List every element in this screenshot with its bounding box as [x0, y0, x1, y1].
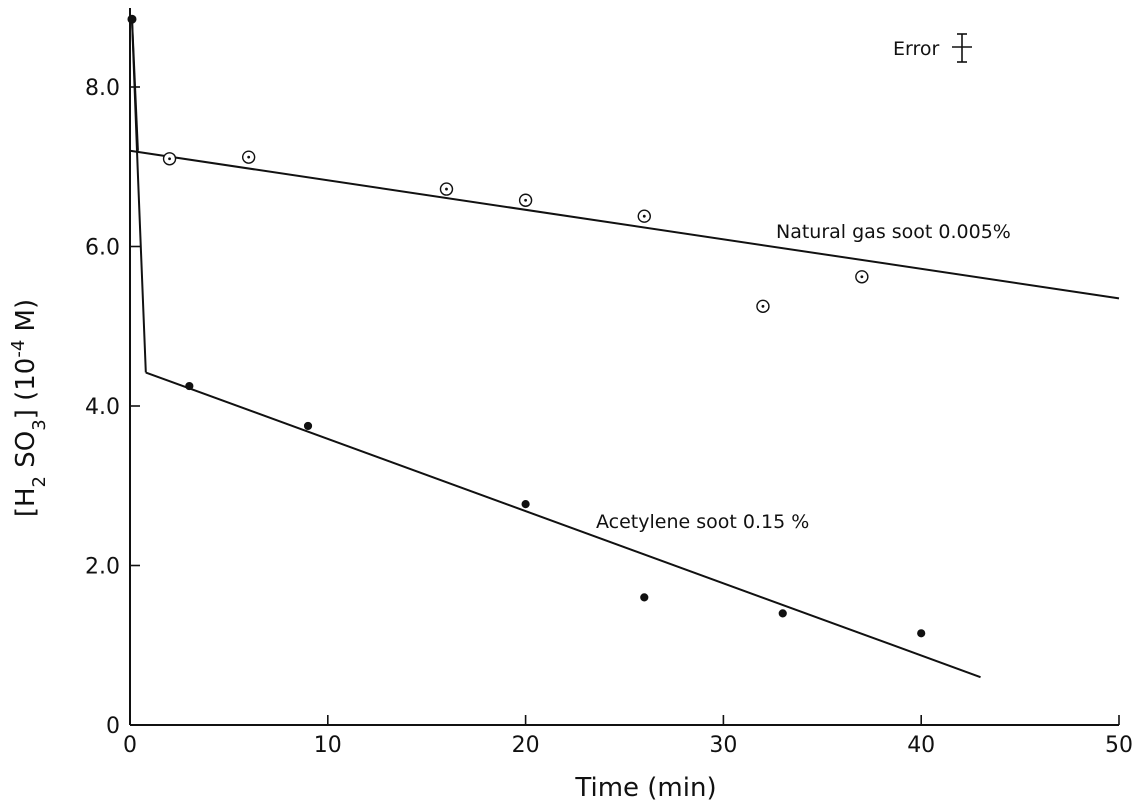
error-annotation: Error: [893, 33, 972, 63]
svg-text:[H2 SO3] (10-4 M): [H2 SO3] (10-4 M): [8, 299, 50, 517]
initial-drop-acetylene: [130, 19, 147, 373]
point-acetylene-1: [303, 421, 313, 431]
point-acetylene-2: [521, 499, 530, 509]
x-ticks: 0 10 20 30 40 50: [123, 715, 1133, 758]
y-title-sub: 3: [29, 419, 50, 430]
x-tick-label-0: 0: [123, 733, 137, 758]
x-tick-label-10: 10: [314, 733, 342, 758]
point-center-natural-gas-3: [524, 198, 527, 202]
y-tick-label-2.0: 2.0: [85, 555, 120, 580]
fit-line-acetylene: [145, 371, 981, 679]
y-title-part: SO: [11, 431, 41, 476]
fit-line-natural-gas: [129, 149, 1120, 300]
y-tick-label-8.0: 8.0: [85, 76, 120, 101]
series-label-acetylene: Acetylene soot 0.15 %: [596, 511, 809, 533]
y-title-sub: 2: [29, 476, 50, 487]
x-tick-label-50: 50: [1105, 733, 1133, 758]
point-center-natural-gas-2: [445, 187, 448, 191]
y-tick-label-6.0: 6.0: [85, 236, 120, 261]
point-acetylene-3: [640, 593, 649, 602]
point-center-natural-gas-1: [247, 155, 251, 159]
y-title-part: ] (10: [11, 358, 41, 420]
y-axis-title: [H2 SO3] (10-4 M): [8, 299, 50, 517]
y-ticks: 0 2.0 4.0 6.0 8.0: [85, 76, 140, 739]
point-acetylene-0: [185, 381, 194, 391]
initial-point: [127, 14, 137, 24]
x-tick-label-20: 20: [512, 733, 540, 758]
point-center-natural-gas-0: [168, 157, 171, 161]
series-label-natural-gas: Natural gas soot 0.005%: [776, 221, 1011, 243]
fit-lines: [129, 19, 1120, 679]
point-acetylene-5: [917, 629, 926, 638]
x-axis-title: Time (min): [574, 773, 716, 803]
point-center-natural-gas-4: [642, 214, 646, 218]
point-center-natural-gas-5: [761, 304, 765, 308]
y-tick-label-0: 0: [106, 714, 120, 739]
y-title-part: [H: [11, 487, 41, 517]
error-label: Error: [893, 38, 940, 60]
x-tick-label-40: 40: [907, 733, 935, 758]
point-acetylene-4: [778, 609, 787, 618]
x-tick-label-30: 30: [709, 733, 737, 758]
y-title-sup: -4: [8, 340, 29, 358]
y-title-part: M): [11, 299, 41, 340]
data-points: [127, 14, 926, 638]
point-center-natural-gas-6: [860, 275, 864, 279]
y-tick-label-4.0: 4.0: [85, 395, 120, 420]
axes: [129, 8, 1119, 726]
